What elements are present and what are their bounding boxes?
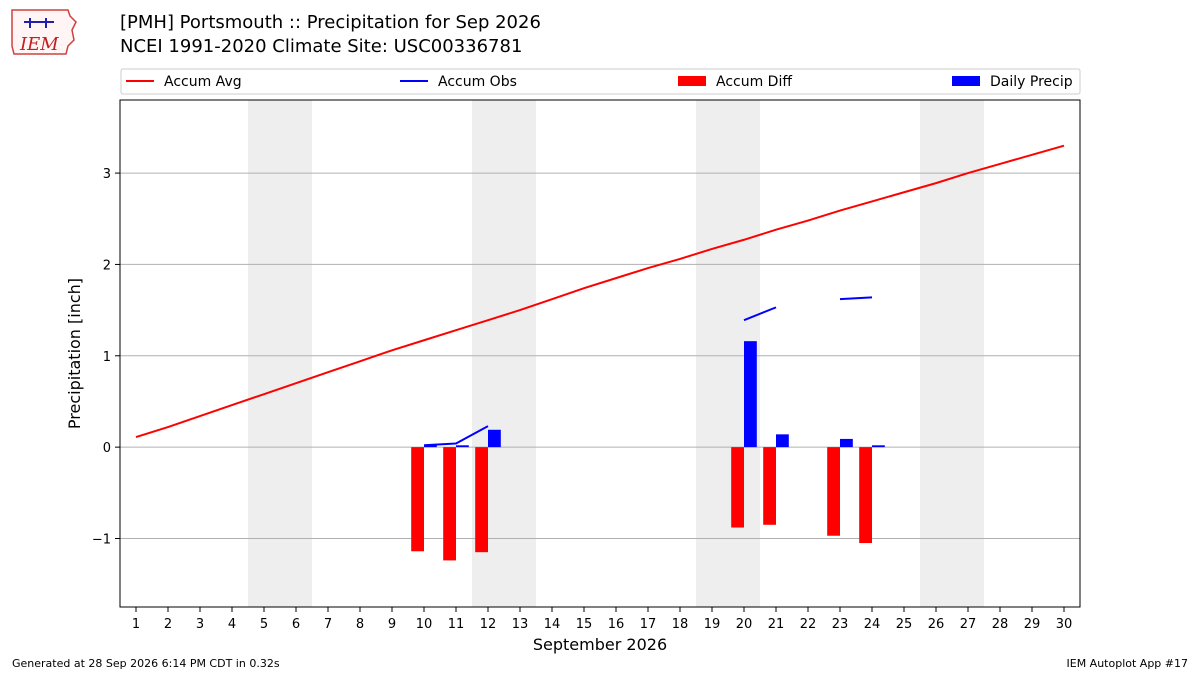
x-tick-label: 25 — [896, 617, 913, 632]
accum-obs-line — [423, 425, 489, 447]
accum-diff-bar — [859, 447, 872, 544]
x-tick-label: 12 — [480, 617, 497, 632]
x-tick-label: 28 — [992, 617, 1009, 632]
x-tick-label: 17 — [640, 617, 657, 632]
weekend-band — [696, 100, 728, 607]
footer-generated-text: Generated at 28 Sep 2026 6:14 PM CDT in … — [12, 657, 280, 670]
x-tick-label: 19 — [704, 617, 721, 632]
x-tick-label: 11 — [448, 617, 465, 632]
legend-label: Accum Obs — [438, 74, 517, 90]
legend: Accum Avg Accum Obs Accum Diff Daily Precip — [120, 68, 1081, 95]
x-tick-label: 10 — [416, 617, 433, 632]
accum-obs-line — [839, 296, 873, 301]
x-tick-label: 23 — [832, 617, 849, 632]
x-tick-label: 15 — [576, 617, 593, 632]
x-tick-label: 21 — [768, 617, 785, 632]
x-tick-label: 29 — [1024, 617, 1041, 632]
x-tick-label: 3 — [196, 617, 204, 632]
weekend-shading — [248, 100, 984, 607]
weekend-band — [280, 100, 312, 607]
daily-precip-bar — [488, 429, 501, 448]
weekend-band — [952, 100, 984, 607]
x-tick-label: 1 — [132, 617, 140, 632]
accum-diff-bar — [731, 447, 744, 528]
x-tick-label: 14 — [544, 617, 561, 632]
weekend-band — [248, 100, 280, 607]
iem-logo: IEM — [11, 9, 77, 55]
accum-diff-bar — [475, 447, 488, 553]
legend-swatch-bar — [678, 76, 706, 86]
daily-precip-bar — [744, 341, 757, 448]
x-tick-label: 18 — [672, 617, 689, 632]
legend-label: Accum Avg — [164, 74, 242, 90]
y-tick-label: −1 — [92, 532, 111, 547]
accum-diff-bar — [827, 447, 840, 536]
logo-text: IEM — [19, 34, 59, 55]
x-tick-label: 2 — [164, 617, 172, 632]
x-tick-label: 4 — [228, 617, 236, 632]
y-tick-label: 0 — [103, 441, 111, 456]
grid-lines — [120, 172, 1080, 539]
bars-layer — [411, 341, 885, 561]
plot-frame — [119, 99, 1081, 608]
weekend-band — [504, 100, 536, 607]
y-axis-label: Precipitation [inch] — [65, 278, 84, 429]
x-tick-label: 20 — [736, 617, 753, 632]
legend-label: Daily Precip — [990, 74, 1073, 90]
axis-ticks: 1 2 3 4 5 6 7 8 9 10 11 12 13 14 15 16 17 18 19 20 21 22 23 24 2… — [92, 167, 1072, 632]
x-axis-label: September 2026 — [533, 635, 667, 654]
x-tick-label: 13 — [512, 617, 529, 632]
x-tick-label: 27 — [960, 617, 977, 632]
daily-precip-bar — [840, 438, 853, 448]
x-tick-label: 8 — [356, 617, 364, 632]
footer-app-text: IEM Autoplot App #17 — [1066, 657, 1189, 670]
x-tick-label: 22 — [800, 617, 817, 632]
accum-diff-bar — [443, 447, 456, 561]
x-tick-label: 7 — [324, 617, 332, 632]
daily-precip-bar — [872, 445, 885, 448]
legend-box — [120, 68, 1081, 95]
legend-swatch-bar — [952, 76, 980, 86]
accum-avg-line — [135, 144, 1065, 439]
x-tick-label: 30 — [1056, 617, 1073, 632]
daily-precip-bar — [424, 445, 437, 448]
chart-title-line1: [PMH] Portsmouth :: Precipitation for Se… — [120, 12, 541, 33]
lines-layer — [135, 144, 1065, 447]
x-tick-label: 6 — [292, 617, 300, 632]
y-tick-label: 3 — [103, 167, 111, 182]
y-tick-label: 1 — [103, 350, 111, 365]
chart-title-line2: NCEI 1991-2020 Climate Site: USC00336781 — [120, 36, 523, 57]
accum-diff-bar — [763, 447, 776, 525]
x-tick-label: 9 — [388, 617, 396, 632]
daily-precip-bar — [776, 434, 789, 448]
x-tick-label: 26 — [928, 617, 945, 632]
legend-label: Accum Diff — [716, 74, 792, 90]
x-tick-label: 16 — [608, 617, 625, 632]
daily-precip-bar — [456, 445, 469, 448]
y-tick-label: 2 — [103, 258, 111, 273]
accum-obs-line — [743, 306, 777, 322]
x-tick-label: 5 — [260, 617, 268, 632]
x-tick-label: 24 — [864, 617, 881, 632]
accum-diff-bar — [411, 447, 424, 552]
weekend-band — [920, 100, 952, 607]
